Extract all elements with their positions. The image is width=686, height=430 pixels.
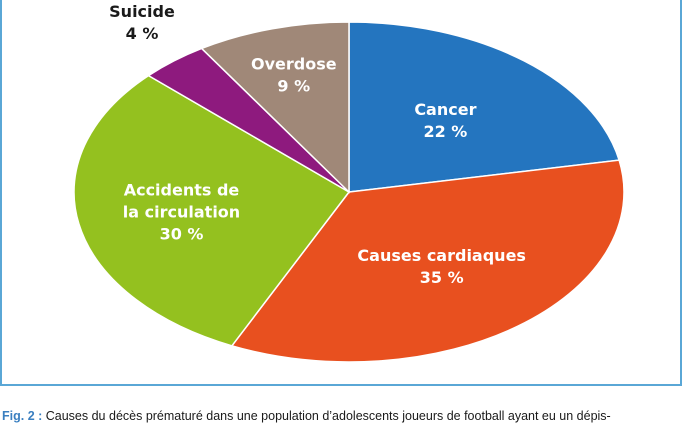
pie-slice-cancer xyxy=(348,21,621,193)
pie-slice-causes-cardiaques xyxy=(230,159,625,363)
figure-frame xyxy=(0,0,682,386)
pie-chart: Cancer 22 % Causes cardiaques 35 % Accidents… xyxy=(73,2,625,363)
slice-label-suicide: Suicide 4 % xyxy=(109,2,175,43)
slice-label-causes-cardiaques: Causes cardiaques 35 % xyxy=(357,246,526,287)
slice-label-cancer: Cancer 22 % xyxy=(414,100,476,141)
caption-text: Causes du décès prématuré dans une popul… xyxy=(42,409,611,423)
caption-figure-label: Fig. 2 : xyxy=(2,409,43,423)
slice-label-accidents-de-la-circulation: Accidents de la circulation 30 % xyxy=(123,181,240,244)
pie-slice-overdose xyxy=(200,21,350,194)
slice-label-overdose: Overdose 9 % xyxy=(251,55,337,96)
pie-slice-accidents-de-la-circulation xyxy=(73,74,351,347)
figure-caption: Fig. 2 : Causes du décès prématuré dans … xyxy=(2,408,686,430)
